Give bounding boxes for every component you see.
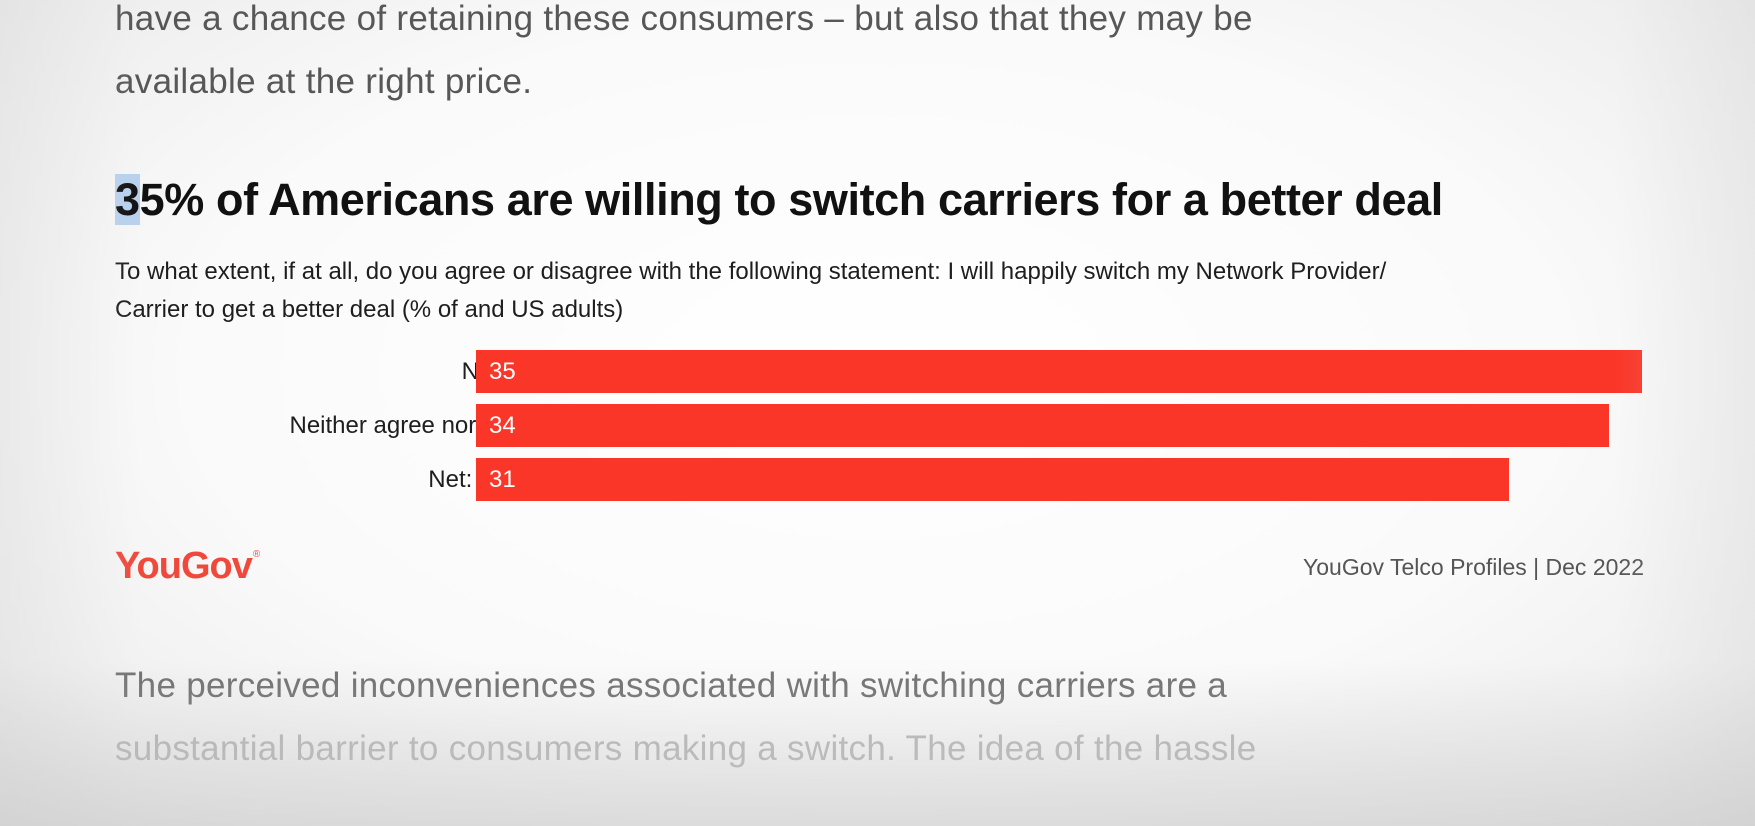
question-line-1: To what extent, if at all, do you agree …	[115, 258, 1387, 285]
intro-line-2: available at the right price.	[115, 62, 533, 101]
outro-paragraph: The perceived inconveniences associated …	[115, 654, 1555, 780]
selected-text[interactable]: 3	[115, 174, 140, 225]
intro-paragraph: have a chance of retaining these consume…	[115, 0, 1555, 113]
question-line-2: Carrier to get a better deal (% of and U…	[115, 296, 624, 323]
intro-line-1: have a chance of retaining these consume…	[115, 0, 1253, 38]
bar	[476, 458, 1509, 501]
bar-value-label: 31	[489, 466, 516, 493]
outro-line-2: substantial barrier to consumers making …	[115, 729, 1257, 768]
chart-headline: 35% of Americans are willing to switch c…	[115, 172, 1443, 228]
chart-source: YouGov Telco Profiles | Dec 2022	[1303, 554, 1644, 580]
headline-text: 5% of Americans are willing to switch ca…	[139, 174, 1444, 225]
logo-text: YouGov	[115, 545, 253, 587]
outro-line-1: The perceived inconveniences associated …	[115, 666, 1228, 705]
bar-value-label: 34	[489, 412, 516, 439]
survey-question: To what extent, if at all, do you agree …	[115, 253, 1655, 329]
yougov-logo: YouGov®	[115, 545, 260, 588]
bar-chart: Net: Agree35Neither agree nor disagree34…	[115, 350, 1645, 510]
registered-mark: ®	[252, 549, 260, 560]
bar-value-label: 35	[489, 358, 516, 385]
bar	[476, 350, 1642, 393]
bar	[476, 404, 1609, 447]
